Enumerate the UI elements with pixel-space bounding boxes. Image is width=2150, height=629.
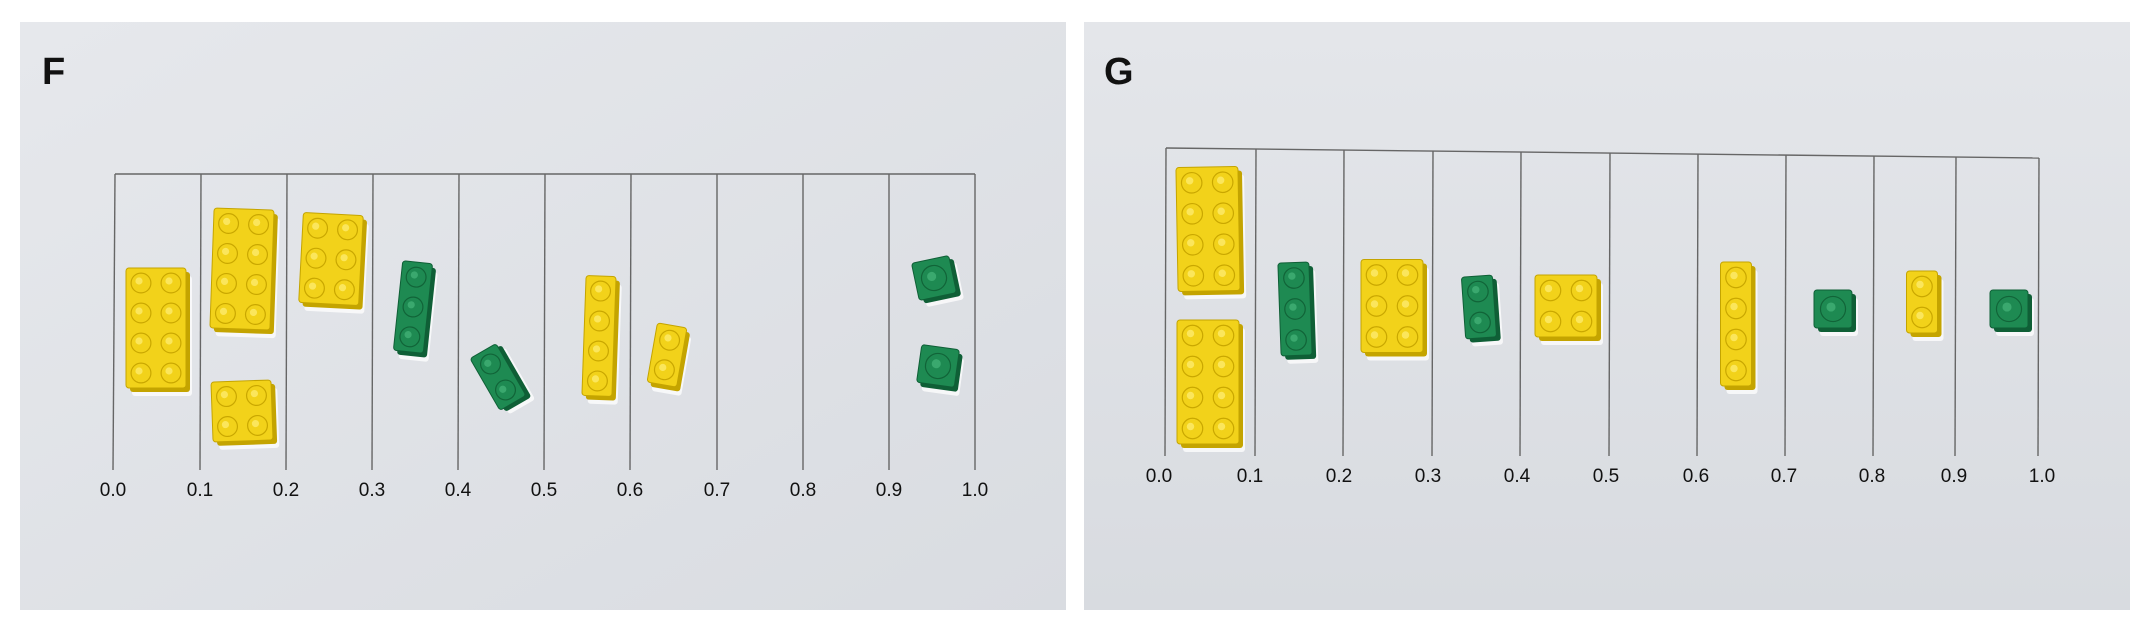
- yellow-brick: [1534, 274, 1603, 345]
- yellow-brick: [209, 207, 280, 339]
- panel-f: F 0.0 0.1 0.2 0.3 0.4 0.5 0.6 0.7 0: [20, 22, 1066, 610]
- green-brick: [911, 255, 964, 307]
- tick-label: 0.1: [1237, 466, 1263, 487]
- green-brick: [1989, 289, 2034, 336]
- yellow-brick: [1176, 319, 1245, 452]
- panel-label: F: [42, 51, 65, 93]
- yellow-brick: [1175, 166, 1247, 300]
- panel-g-photo: G 0.0 0.1 0.2 0.3 0.4 0.5 0.6 0.7 0.8 0: [1084, 22, 2130, 610]
- number-line-grid: [112, 173, 976, 471]
- tick-label: 0.2: [1326, 466, 1352, 487]
- tick-label: 0.0: [1146, 466, 1172, 487]
- tick-label: 0.1: [187, 480, 213, 501]
- tick-label: 0.7: [704, 480, 730, 501]
- panel-f-photo: F 0.0 0.1 0.2 0.3 0.4 0.5 0.6 0.7 0: [20, 22, 1066, 610]
- tick-label: 0.6: [617, 480, 643, 501]
- tick-labels: 0.0 0.1 0.2 0.3 0.4 0.5 0.6 0.7 0.8 0.9 …: [100, 480, 988, 501]
- green-brick: [1461, 274, 1503, 347]
- number-line-grid: [1164, 147, 2040, 457]
- yellow-brick: [1720, 261, 1758, 394]
- paper-background: [20, 22, 1066, 610]
- tick-label: 0.7: [1771, 466, 1797, 487]
- tick-label: 0.3: [1415, 466, 1441, 487]
- tick-label: 0.2: [273, 480, 299, 501]
- tick-label: 0.0: [100, 480, 126, 501]
- yellow-brick: [210, 379, 280, 450]
- panel-label: G: [1104, 51, 1134, 93]
- panel-g: G 0.0 0.1 0.2 0.3 0.4 0.5 0.6 0.7 0.8 0: [1084, 22, 2130, 610]
- bricks-g: [1175, 166, 2034, 452]
- yellow-brick: [1360, 259, 1429, 361]
- tick-label: 0.9: [876, 480, 902, 501]
- tick-label: 0.3: [359, 480, 385, 501]
- tick-label: 0.4: [445, 480, 472, 501]
- bricks-f: [125, 207, 964, 450]
- green-brick: [393, 260, 438, 362]
- tick-label: 0.9: [1941, 466, 1967, 487]
- yellow-brick: [298, 212, 369, 314]
- yellow-brick: [581, 275, 622, 405]
- yellow-brick: [646, 322, 692, 396]
- tick-label: 1.0: [962, 480, 988, 501]
- tick-label: 0.8: [790, 480, 816, 501]
- yellow-brick: [1906, 270, 1944, 341]
- green-brick: [916, 344, 964, 396]
- green-brick: [1813, 289, 1858, 336]
- green-brick: [1277, 261, 1319, 364]
- tick-label: 0.8: [1859, 466, 1885, 487]
- tick-label: 0.5: [1593, 466, 1619, 487]
- tick-label: 0.4: [1504, 466, 1531, 487]
- tick-label: 1.0: [2029, 466, 2055, 487]
- tick-label: 0.5: [531, 480, 557, 501]
- green-brick: [470, 344, 535, 414]
- tick-labels: 0.0 0.1 0.2 0.3 0.4 0.5 0.6 0.7 0.8 0.9 …: [1146, 466, 2055, 487]
- paper-background: [1084, 22, 2130, 610]
- tick-label: 0.6: [1683, 466, 1709, 487]
- yellow-brick: [125, 267, 192, 396]
